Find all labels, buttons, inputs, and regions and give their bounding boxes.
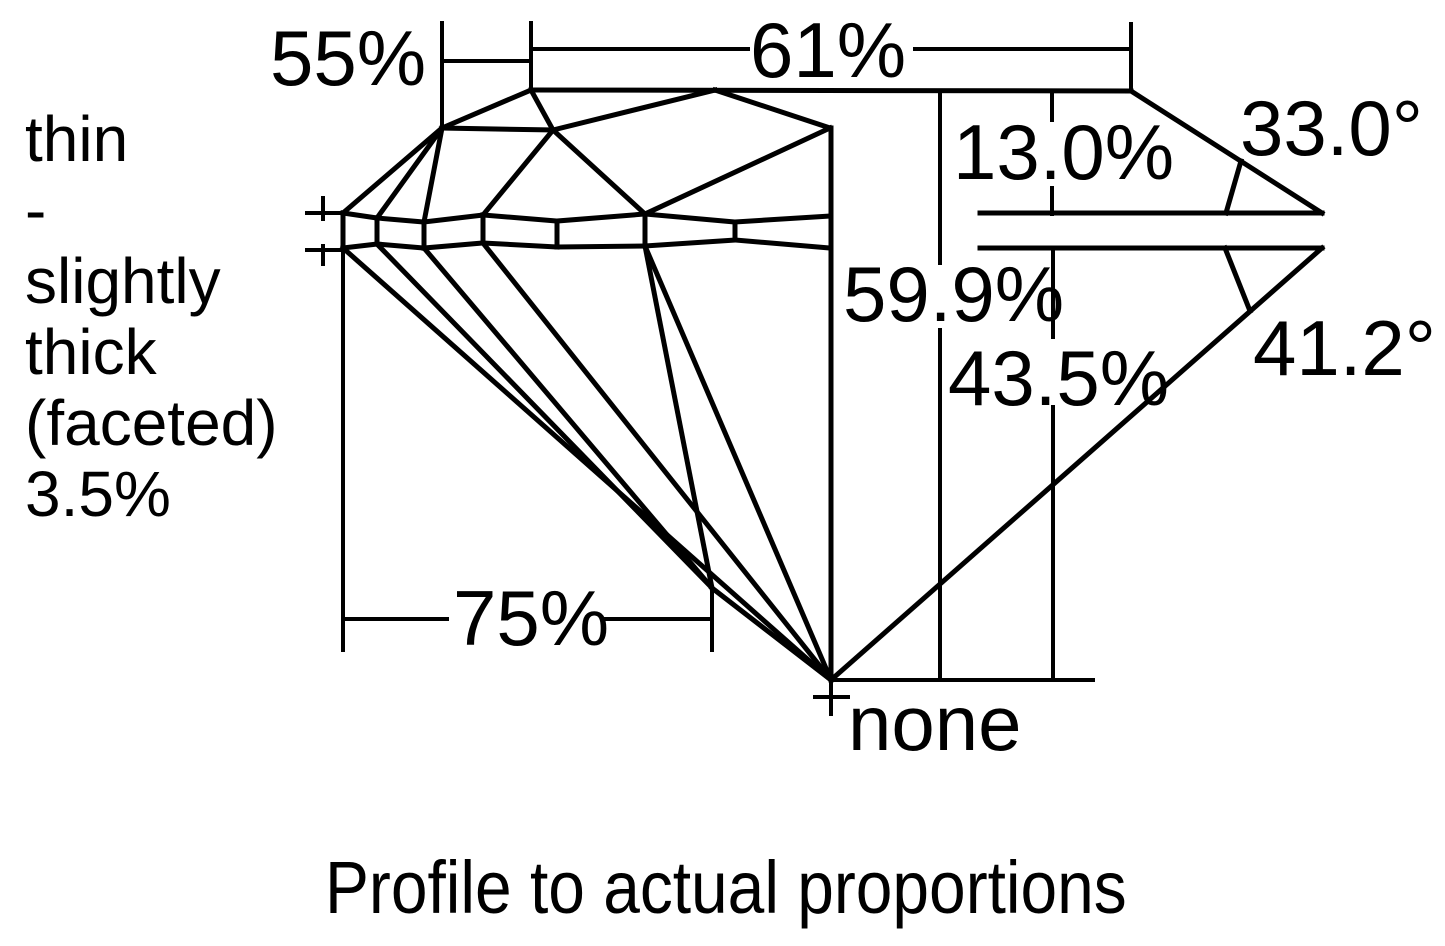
girdle-desc-line-2: - (25, 174, 47, 246)
girdle-desc-line-1: thin (25, 103, 129, 175)
table-size-label: 61% (750, 6, 907, 94)
profile-lines (339, 86, 1326, 684)
crown-height-label: 13.0% (953, 108, 1175, 196)
girdle-desc-line-6: 3.5% (25, 458, 171, 530)
lower-girdle-length-label: 75% (453, 574, 610, 662)
dimension-lines (305, 21, 1133, 716)
star-length-label: 55% (270, 14, 427, 102)
crown-angle-label: 33.0° (1240, 84, 1424, 172)
diagram-caption: Profile to actual proportions (325, 846, 1127, 929)
girdle-desc-line-5: (faceted) (25, 387, 278, 459)
girdle-desc-line-3: slightly (25, 245, 221, 317)
pavilion-depth-label: 43.5% (948, 334, 1170, 422)
girdle-description-label: thin - slightly thick (faceted) 3.5% (25, 104, 278, 530)
total-depth-label: 59.9% (843, 250, 1065, 338)
culet-label: none (848, 679, 1022, 767)
pavilion-angle-label: 41.2° (1253, 304, 1437, 392)
girdle-desc-line-4: thick (25, 316, 157, 388)
